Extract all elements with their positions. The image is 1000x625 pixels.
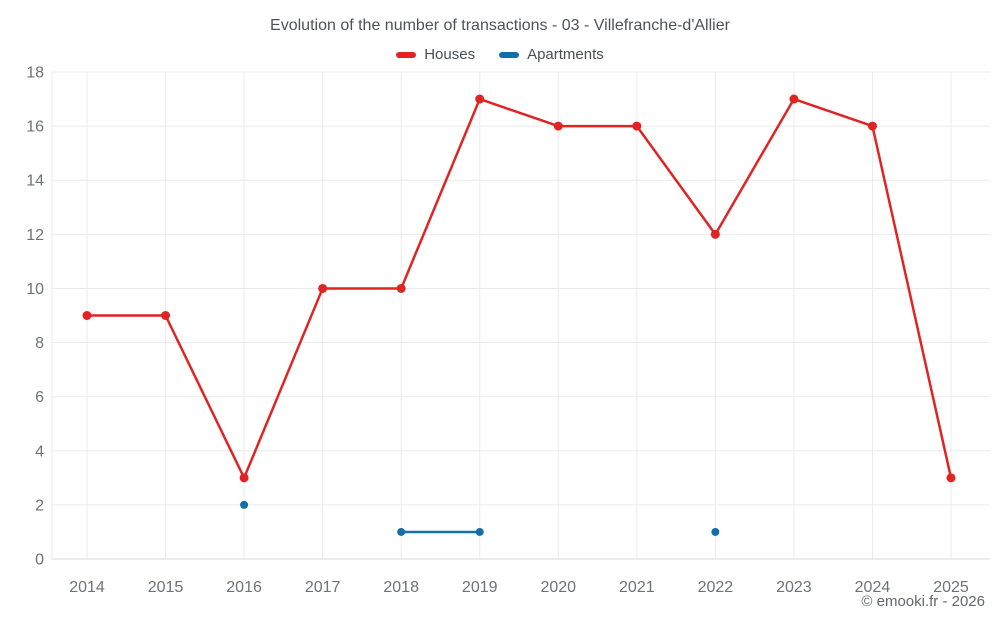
x-tick-labels: 2014 2015 2016 2017 2018 2019 2020 2021 2022 2023… — [69, 579, 969, 596]
legend-label-apartments: Apartments — [527, 46, 604, 63]
houses-data-point[interactable] — [710, 229, 720, 239]
svg-text:2018: 2018 — [383, 579, 419, 596]
svg-text:14: 14 — [26, 173, 44, 190]
houses-data-point[interactable] — [475, 94, 485, 104]
svg-text:10: 10 — [26, 281, 44, 298]
apartments-data-point[interactable] — [475, 527, 484, 536]
houses-data-point[interactable] — [82, 311, 92, 320]
houses-swatch-icon — [396, 51, 417, 58]
houses-line — [85, 97, 953, 480]
houses-data-point[interactable] — [396, 283, 406, 293]
x-gridlines — [86, 72, 952, 559]
houses-data-point[interactable] — [867, 121, 877, 131]
svg-text:0: 0 — [35, 552, 44, 569]
houses-data-point[interactable] — [161, 311, 171, 320]
series-houses — [82, 94, 956, 483]
legend: Houses Apartments — [0, 46, 1000, 63]
houses-data-point[interactable] — [946, 473, 956, 483]
svg-text:2: 2 — [35, 497, 44, 514]
svg-text:2022: 2022 — [698, 579, 734, 596]
svg-text:16: 16 — [26, 119, 44, 136]
houses-data-point[interactable] — [553, 121, 563, 131]
apartments-data-point[interactable] — [711, 527, 720, 536]
apartments-data-point[interactable] — [240, 500, 249, 509]
svg-text:6: 6 — [35, 389, 44, 406]
legend-item-apartments[interactable]: Apartments — [499, 46, 604, 63]
apartments-swatch-icon — [499, 51, 520, 58]
svg-text:2015: 2015 — [148, 579, 184, 596]
svg-text:2023: 2023 — [776, 579, 812, 596]
y-gridlines — [52, 71, 990, 560]
apartments-data-point[interactable] — [397, 527, 406, 536]
svg-text:2021: 2021 — [619, 579, 655, 596]
svg-text:4: 4 — [35, 443, 44, 460]
legend-label-houses: Houses — [424, 46, 476, 63]
svg-text:12: 12 — [26, 227, 44, 244]
copyright: © emooki.fr - 2026 — [861, 593, 985, 610]
svg-text:2014: 2014 — [69, 579, 105, 596]
svg-text:8: 8 — [35, 335, 44, 352]
svg-text:2024: 2024 — [855, 579, 891, 596]
houses-data-point[interactable] — [239, 473, 249, 483]
houses-data-point[interactable] — [632, 121, 642, 131]
chart-title: Evolution of the number of transactions … — [270, 17, 730, 34]
svg-text:2019: 2019 — [462, 579, 498, 596]
svg-text:2025: 2025 — [933, 579, 969, 596]
legend-item-houses[interactable]: Houses — [396, 46, 475, 63]
y-tick-labels: 0 2 4 6 8 10 12 14 16 18 — [26, 65, 44, 569]
houses-data-point[interactable] — [789, 94, 799, 104]
houses-data-point[interactable] — [318, 283, 328, 293]
svg-text:2017: 2017 — [305, 579, 341, 596]
series-apartments — [240, 500, 720, 536]
svg-text:18: 18 — [26, 65, 44, 82]
svg-text:2016: 2016 — [226, 579, 262, 596]
svg-text:2020: 2020 — [540, 579, 576, 596]
